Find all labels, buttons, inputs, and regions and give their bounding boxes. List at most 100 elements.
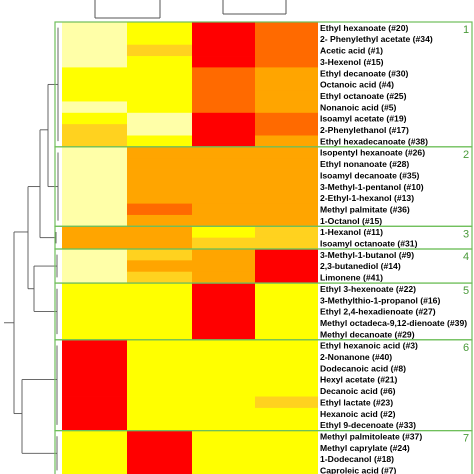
heatmap-cell — [255, 67, 318, 80]
row-label: 3-Methyl-1-pentanol (#10) — [320, 182, 424, 192]
heatmap-cell — [127, 146, 192, 159]
heatmap-cell — [62, 67, 127, 80]
row-label: 1-Hexanol (#11) — [320, 227, 383, 237]
row-label: Ethyl 9-decenoate (#33) — [320, 420, 416, 430]
heatmap-cell — [62, 441, 127, 454]
heatmap-cell — [255, 385, 318, 397]
row-label: Octanoic acid (#4) — [320, 80, 394, 90]
heatmap-cell — [192, 90, 255, 102]
heatmap-cell — [127, 294, 192, 307]
heatmap-cell — [255, 441, 318, 454]
heatmap-cell — [62, 44, 127, 57]
cluster-number: 2 — [463, 149, 469, 161]
heatmap-cell — [62, 373, 127, 386]
heatmap-cell — [62, 407, 127, 420]
heatmap-cell — [127, 90, 192, 102]
heatmap-cell — [255, 22, 318, 34]
heatmap-cell — [192, 44, 255, 57]
row-label: 3-Methylthio-1-propanol (#16) — [320, 295, 440, 305]
heatmap-cell — [192, 385, 255, 397]
heatmap-cell — [255, 373, 318, 386]
heatmap-cell — [62, 396, 127, 409]
heatmap-cell — [62, 180, 127, 193]
heatmap-cell — [255, 44, 318, 57]
heatmap-cell — [62, 464, 127, 474]
heatmap-cell — [127, 192, 192, 204]
heatmap-cell — [192, 430, 255, 443]
heatmap-cell — [127, 249, 192, 261]
row-label: Isopentyl hexanoate (#26) — [320, 148, 425, 158]
heatmap-cell — [255, 214, 318, 227]
heatmap-cell — [127, 33, 192, 46]
heatmap-cell — [192, 67, 255, 80]
heatmap-cell — [62, 101, 127, 114]
heatmap-cell — [192, 237, 255, 250]
heatmap-cell — [62, 237, 127, 250]
heatmap-cell — [192, 305, 255, 318]
heatmap-cell — [62, 112, 127, 125]
heatmap-cell — [192, 169, 255, 182]
heatmap-cell — [192, 158, 255, 170]
heatmap-cell — [255, 339, 318, 352]
cluster-number: 6 — [463, 342, 469, 354]
heatmap-cell — [62, 271, 127, 284]
heatmap-cell — [192, 351, 255, 363]
row-label: Decanoic acid (#6) — [320, 386, 396, 396]
heatmap-cell — [255, 135, 318, 148]
row-label: Limonene (#41) — [320, 273, 383, 283]
heatmap-cell — [62, 249, 127, 261]
heatmap-cell — [255, 101, 318, 114]
heatmap-cell — [127, 441, 192, 454]
cluster-number: 7 — [463, 433, 469, 445]
heatmap-cell — [127, 464, 192, 474]
row-label: Ethyl 2,4-hexadienoate (#27) — [320, 307, 436, 317]
heatmap-cell — [127, 396, 192, 409]
heatmap-cell — [127, 67, 192, 80]
row-label: 1-Octanol (#15) — [320, 216, 382, 226]
row-label: 2- Phenylethyl acetate (#34) — [320, 34, 433, 44]
row-label: 1-Dodecanol (#18) — [320, 454, 394, 464]
heatmap-cell — [192, 146, 255, 159]
row-label: Acetic acid (#1) — [320, 46, 383, 56]
cluster-box — [54, 430, 473, 474]
heatmap-cell — [127, 373, 192, 386]
row-label: Hexyl acetate (#21) — [320, 375, 398, 385]
heatmap-cell — [255, 260, 318, 273]
heatmap-cell — [62, 317, 127, 329]
row-label: Ethyl octanoate (#25) — [320, 91, 407, 101]
row-label: Ethyl nonanoate (#28) — [320, 159, 409, 169]
heatmap-cell — [255, 453, 318, 466]
heatmap-cell — [255, 33, 318, 46]
heatmap-cell — [62, 78, 127, 91]
heatmap-cell — [127, 430, 192, 443]
heatmap-cell — [127, 385, 192, 397]
row-label: Methyl palmitate (#36) — [320, 204, 410, 214]
row-label: 2,3-butanediol (#14) — [320, 261, 401, 271]
heatmap-cell — [192, 317, 255, 329]
heatmap-cell — [127, 226, 192, 239]
heatmap-cell — [62, 362, 127, 375]
heatmap-cell — [62, 90, 127, 102]
heatmap-cell — [127, 158, 192, 170]
heatmap-cell — [255, 407, 318, 420]
row-label: Dodecanoic acid (#8) — [320, 363, 406, 373]
heatmap-cell — [127, 112, 192, 125]
cluster-number: 4 — [463, 251, 469, 263]
heatmap-cell — [192, 407, 255, 420]
heatmap-cell — [192, 453, 255, 466]
heatmap-cell — [255, 56, 318, 68]
heatmap-cell — [255, 124, 318, 136]
heatmap-cell — [192, 328, 255, 341]
heatmap-cell — [62, 283, 127, 295]
heatmap-cell — [192, 362, 255, 375]
row-label: 2-Nonanone (#40) — [320, 352, 392, 362]
heatmap-cell — [192, 226, 255, 239]
heatmap-cell — [192, 373, 255, 386]
heatmap-cell — [62, 328, 127, 341]
heatmap-cell — [62, 339, 127, 352]
heatmap-cell — [62, 226, 127, 239]
cluster-number: 5 — [463, 285, 469, 297]
row-label: Isoamyl decanoate (#35) — [320, 170, 419, 180]
heatmap-cell — [127, 453, 192, 466]
